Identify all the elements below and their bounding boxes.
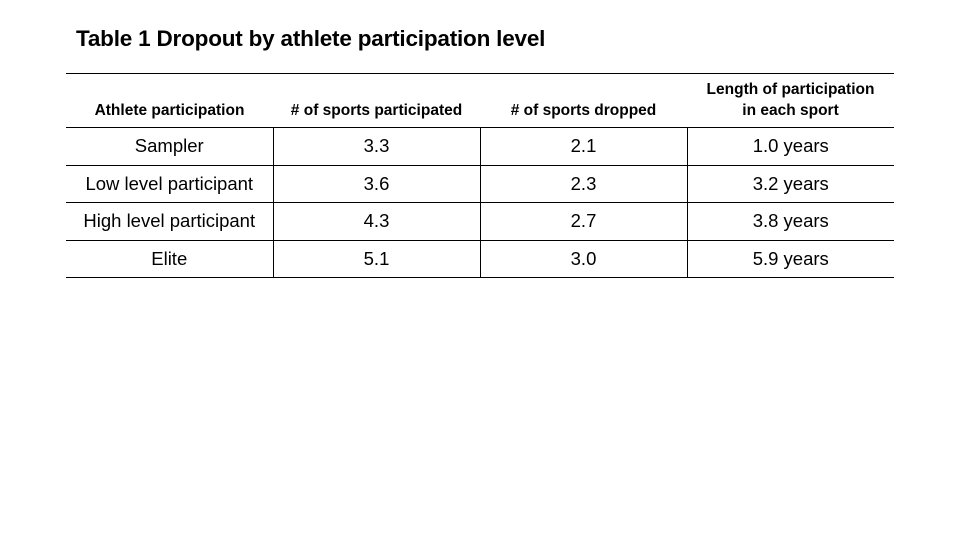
table-row: Sampler 3.3 2.1 1.0 years — [66, 127, 894, 166]
cell-sports-dropped: 2.7 — [479, 202, 687, 241]
cell-sports-participated: 4.3 — [272, 202, 480, 241]
cell-athlete-participation: Sampler — [66, 127, 273, 166]
cell-sports-participated: 3.6 — [272, 165, 480, 203]
cell-sports-participated: 3.3 — [272, 127, 480, 166]
cell-sports-dropped: 3.0 — [479, 240, 687, 278]
header-sports-participated: # of sports participated — [273, 73, 480, 128]
cell-sports-dropped: 2.3 — [479, 165, 687, 203]
cell-athlete-participation: Elite — [66, 240, 273, 278]
header-sports-dropped: # of sports dropped — [480, 73, 687, 128]
table-row: Elite 5.1 3.0 5.9 years — [66, 240, 894, 278]
table-title: Table 1 Dropout by athlete participation… — [76, 26, 546, 51]
cell-sports-dropped: 2.1 — [479, 127, 687, 166]
table-row: Low level participant 3.6 2.3 3.2 years — [66, 165, 894, 203]
header-athlete-participation: Athlete participation — [66, 73, 273, 128]
cell-length-of-participation: 3.8 years — [686, 202, 894, 241]
cell-athlete-participation: High level participant — [66, 202, 273, 241]
cell-length-of-participation: 1.0 years — [686, 127, 894, 166]
cell-length-of-participation: 3.2 years — [686, 165, 894, 203]
cell-length-of-participation: 5.9 years — [686, 240, 894, 278]
dropout-table: Athlete participation # of sports partic… — [66, 73, 894, 278]
header-row: Athlete participation # of sports partic… — [66, 73, 894, 128]
cell-athlete-participation: Low level participant — [66, 165, 273, 203]
header-length-of-participation-label: Length of participation in each sport — [706, 81, 875, 119]
cell-sports-participated: 5.1 — [272, 240, 480, 278]
table-row: High level participant 4.3 2.7 3.8 years — [66, 202, 894, 241]
header-length-of-participation: Length of participation in each sport — [687, 73, 894, 128]
